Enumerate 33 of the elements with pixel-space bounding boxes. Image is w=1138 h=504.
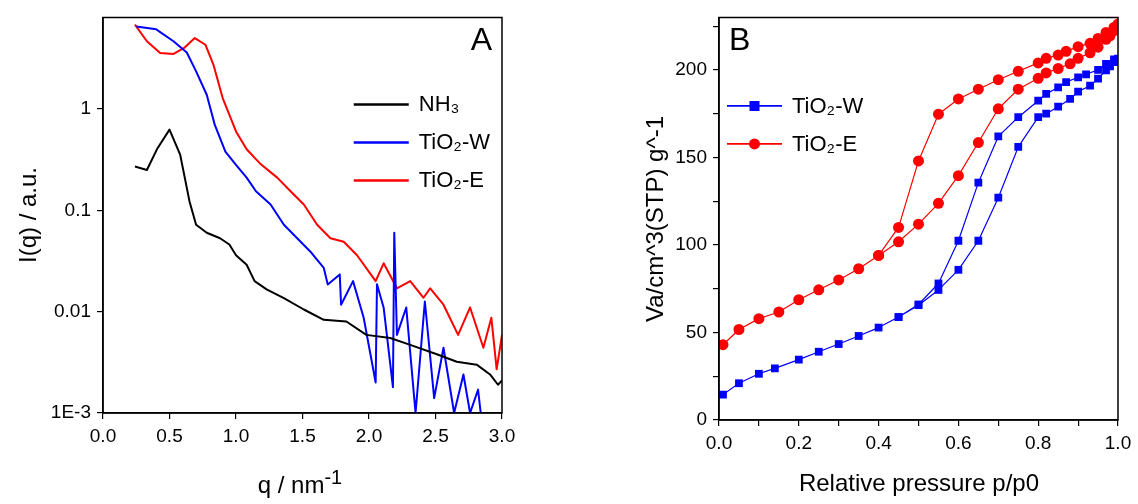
x-tick-label: 2.0 bbox=[355, 424, 383, 446]
y-tick-label: 0 bbox=[696, 408, 707, 430]
x-tick-label: 1.5 bbox=[289, 424, 316, 446]
annotation: A bbox=[470, 21, 493, 58]
y-tick-label: 200 bbox=[675, 58, 707, 80]
y-tick-label: 100 bbox=[675, 233, 707, 255]
y-tick-label: 1 bbox=[80, 97, 91, 119]
y-tick-label: 0.1 bbox=[64, 198, 91, 220]
y-axis-title: I(q) / a.u. bbox=[14, 166, 42, 264]
x-axis-title: q / nm$^{-1}$ bbox=[257, 465, 343, 499]
y-axis-title: Va/cm^3(STP) g^-1 bbox=[641, 115, 669, 322]
legend-label: TiO₂-W bbox=[792, 93, 864, 119]
x-tick-label: 0.0 bbox=[89, 424, 117, 446]
x-tick-label: 0.2 bbox=[785, 431, 813, 453]
x-tick-label: 1.0 bbox=[1104, 431, 1132, 453]
x-tick-label: 0.0 bbox=[705, 431, 733, 453]
legend-label: TiO₂-E bbox=[418, 167, 484, 193]
x-tick-label: 1.0 bbox=[222, 424, 250, 446]
x-tick-label: 0.6 bbox=[945, 431, 972, 453]
x-tick-label: 0.4 bbox=[865, 431, 893, 453]
y-tick-label: 0.01 bbox=[54, 299, 91, 321]
x-tick-label: 0.5 bbox=[156, 424, 183, 446]
annotation: B bbox=[729, 21, 751, 58]
legend-label: TiO₂-E bbox=[792, 131, 858, 157]
x-tick-label: 0.8 bbox=[1024, 431, 1052, 453]
y-tick-label: 50 bbox=[685, 320, 707, 342]
x-tick-label: 2.5 bbox=[422, 424, 449, 446]
legend-label: TiO₂-W bbox=[418, 129, 491, 155]
y-tick-label: 1E-3 bbox=[50, 401, 91, 423]
x-tick-label: 3.0 bbox=[488, 424, 516, 446]
y-tick-label: 150 bbox=[675, 145, 707, 167]
legend-label: NH₃ bbox=[418, 91, 460, 117]
x-axis-title: Relative pressure p/p0 bbox=[798, 469, 1040, 497]
